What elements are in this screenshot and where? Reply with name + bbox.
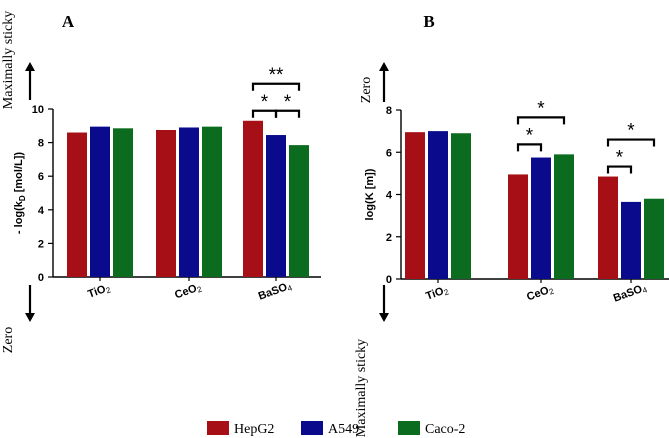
bar-hepg2-baso <box>243 120 263 277</box>
up-arrow-head <box>379 62 389 71</box>
down-arrow <box>25 285 35 322</box>
x-tick-label: BaSO4 <box>612 281 649 305</box>
bar-a549-baso <box>266 135 286 277</box>
down-arrow-head <box>25 313 35 322</box>
significance-bracket: * <box>251 92 278 118</box>
bar-caco-2-ceo <box>554 154 574 279</box>
up-arrow <box>379 62 389 102</box>
x-tick-label: TiO2 <box>424 283 450 303</box>
y-tick-label: 4 <box>38 205 45 217</box>
significance-bracket: * <box>274 92 301 118</box>
bar-a549-baso <box>621 201 641 279</box>
legend-item-caco-2: Caco-2 <box>398 421 465 437</box>
bar-hepg2-ceo <box>156 130 176 277</box>
x-tick-label: TiO2 <box>86 281 112 301</box>
bottom-annotation: Zero <box>1 327 16 353</box>
y-tick-label: 0 <box>38 272 44 284</box>
y-tick-label: 8 <box>386 105 392 117</box>
y-tick-label: 8 <box>38 138 44 150</box>
bar-caco-2-ceo <box>202 126 222 277</box>
legend: HepG2 A549 Caco-2 <box>207 421 465 437</box>
legend-swatch <box>301 421 323 435</box>
bar-hepg2-tio <box>405 132 425 279</box>
y-axis-label: log(K [m]) <box>364 168 376 220</box>
bar-hepg2-baso <box>598 176 618 279</box>
bracket-line <box>606 165 633 174</box>
x-tick-label: CeO2 <box>525 283 555 305</box>
panel-label: A <box>62 12 75 31</box>
bar-caco-2-tio <box>451 133 471 279</box>
top-annotation: Zero <box>359 77 374 103</box>
significance-label: ** <box>269 65 284 86</box>
legend-item-hepg2: HepG2 <box>207 421 274 437</box>
bottom-annotation: Maximally sticky <box>354 339 369 437</box>
significance-bracket: * <box>516 98 566 125</box>
legend-swatch <box>207 421 229 435</box>
down-arrow <box>379 285 389 322</box>
significance-bracket: * <box>606 148 633 174</box>
y-tick-label: 10 <box>32 104 44 116</box>
significance-label: * <box>537 98 545 119</box>
significance-label: * <box>616 148 624 169</box>
legend-item-a549: A549 <box>301 421 359 437</box>
significance-label: * <box>284 92 292 113</box>
bar-hepg2-ceo <box>508 174 528 279</box>
up-arrow <box>25 62 35 100</box>
significance-label: * <box>627 121 635 142</box>
y-tick-label: 6 <box>38 171 44 183</box>
y-tick-label: 0 <box>386 274 392 286</box>
bracket-line <box>274 109 301 118</box>
legend-swatch <box>398 421 420 435</box>
down-arrow-head <box>379 313 389 322</box>
top-annotation: Maximally sticky <box>1 11 16 109</box>
x-tick-label: BaSO4 <box>257 279 294 303</box>
bracket-line <box>606 138 656 147</box>
bracket-line <box>516 116 566 125</box>
significance-bracket: * <box>606 121 656 147</box>
y-tick-label: 6 <box>386 147 392 159</box>
bar-hepg2-tio <box>67 132 87 277</box>
y-tick-label: 4 <box>386 190 393 202</box>
legend-label: HepG2 <box>234 422 274 437</box>
bar-caco-2-baso <box>644 198 664 279</box>
y-axis-label: - log(kD [mol/L]) <box>13 152 27 234</box>
bar-a549-ceo <box>179 127 199 277</box>
bar-caco-2-tio <box>113 128 133 277</box>
bar-a549-ceo <box>531 157 551 279</box>
panel-label: B <box>423 12 434 31</box>
significance-label: * <box>261 92 269 113</box>
bracket-line <box>251 82 301 91</box>
up-arrow-head <box>25 62 35 71</box>
significance-label: * <box>526 125 534 146</box>
bracket-line <box>516 143 543 152</box>
bar-caco-2-baso <box>289 145 309 277</box>
x-tick-label: CeO2 <box>173 281 203 303</box>
legend-label: Caco-2 <box>425 422 465 437</box>
significance-bracket: ** <box>251 65 301 91</box>
bar-a549-tio <box>90 126 110 277</box>
y-tick-label: 2 <box>38 238 44 250</box>
bar-a549-tio <box>428 131 448 279</box>
y-tick-label: 2 <box>386 232 392 244</box>
legend-label: A549 <box>328 422 359 437</box>
significance-bracket: * <box>516 125 543 152</box>
